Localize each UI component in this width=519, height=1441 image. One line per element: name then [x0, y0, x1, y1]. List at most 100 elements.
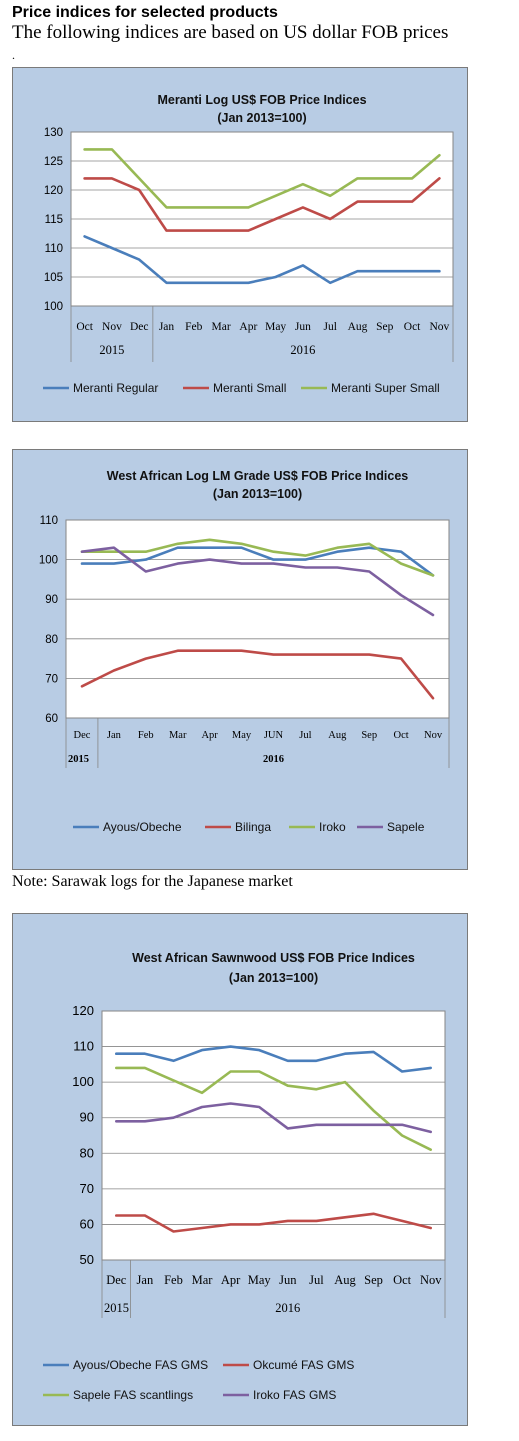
y-tick-label: 105: [44, 272, 63, 284]
x-tick-label: Aug: [328, 730, 347, 741]
x-tick-label: Jan: [137, 1273, 154, 1287]
series-line: [115, 1212, 433, 1233]
y-tick-label: 110: [45, 243, 63, 255]
x-tick-label: Apr: [221, 1273, 241, 1287]
x-tick-label: Dec: [106, 1273, 127, 1287]
year-label: 2015: [99, 343, 124, 357]
y-tick-label: 70: [45, 673, 58, 685]
series-line: [115, 1045, 433, 1073]
west-african-sawnwood-chart: West African Sawnwood US$ FOB Price Indi…: [43, 951, 446, 1402]
x-tick-label: Oct: [76, 321, 93, 333]
legend-label: Meranti Small: [213, 381, 286, 395]
x-tick-label: Jun: [295, 321, 311, 333]
x-tick-label: May: [248, 1273, 272, 1287]
chart-title: West African Sawnwood US$ FOB Price Indi…: [132, 951, 415, 965]
y-tick-label: 70: [80, 1181, 94, 1196]
x-tick-label: Oct: [404, 321, 421, 333]
x-tick-label: Apr: [201, 730, 218, 741]
x-tick-label: May: [232, 730, 252, 741]
x-tick-label: Nov: [420, 1273, 442, 1287]
x-tick-label: Nov: [429, 321, 449, 333]
y-tick-label: 90: [45, 594, 58, 606]
x-tick-label: Mar: [169, 730, 187, 741]
y-tick-label: 120: [72, 1003, 94, 1018]
west-african-sawnwood-chart-panel: West African Sawnwood US$ FOB Price Indi…: [12, 913, 468, 1426]
stray-dot: .: [12, 48, 15, 62]
y-tick-label: 110: [40, 515, 58, 527]
y-tick-label: 100: [44, 301, 63, 313]
y-tick-label: 100: [39, 555, 58, 567]
x-tick-label: Jan: [159, 321, 175, 333]
y-tick-label: 60: [80, 1216, 94, 1231]
x-tick-label: Nov: [424, 730, 443, 741]
y-tick-label: 130: [44, 127, 63, 139]
x-tick-label: Oct: [394, 730, 409, 741]
x-tick-label: Jan: [107, 730, 122, 741]
legend-label: Meranti Regular: [73, 381, 158, 395]
meranti-chart: Meranti Log US$ FOB Price Indices (Jan 20…: [43, 93, 454, 395]
x-tick-label: Nov: [102, 321, 122, 333]
legend-label: Okcumé FAS GMS: [253, 1358, 354, 1372]
legend-label: Sapele FAS scantlings: [73, 1388, 193, 1402]
x-tick-label: Jul: [309, 1273, 324, 1287]
year-label: 2016: [275, 1301, 300, 1315]
y-tick-label: 100: [72, 1074, 94, 1089]
x-tick-label: Dec: [130, 321, 149, 333]
chart-subtitle: (Jan 2013=100): [229, 971, 318, 985]
series-line: [80, 546, 435, 617]
x-tick-label: Dec: [74, 730, 91, 741]
chart-subtitle: (Jan 2013=100): [213, 487, 302, 501]
y-tick-label: 125: [44, 156, 63, 168]
west-african-log-chart-panel: West African Log LM Grade US$ FOB Price …: [12, 449, 468, 870]
year-label: 2016: [290, 343, 315, 357]
y-tick-label: 50: [80, 1252, 94, 1267]
y-tick-label: 80: [45, 634, 58, 646]
y-tick-label: 110: [73, 1039, 94, 1054]
x-tick-label: Jun: [279, 1273, 297, 1287]
x-tick-label: Oct: [393, 1273, 412, 1287]
series-line: [80, 538, 435, 577]
x-tick-label: Mar: [211, 321, 230, 333]
series-line: [83, 148, 441, 209]
legend-label: Iroko: [319, 820, 346, 834]
x-tick-label: Mar: [192, 1273, 214, 1287]
x-tick-label: Feb: [185, 321, 203, 333]
x-tick-label: May: [265, 321, 286, 333]
note-text: Note: Sarawak logs for the Japanese mark…: [12, 873, 293, 890]
y-tick-label: 115: [45, 214, 63, 226]
meranti-chart-panel: Meranti Log US$ FOB Price Indices (Jan 20…: [12, 67, 468, 422]
x-tick-label: Sep: [364, 1273, 383, 1287]
x-tick-label: Aug: [348, 321, 368, 333]
x-tick-label: Sep: [376, 321, 394, 333]
x-tick-label: Sep: [361, 730, 377, 741]
legend-label: Bilinga: [235, 820, 271, 834]
x-tick-label: Jul: [299, 730, 311, 741]
series-line: [83, 177, 441, 232]
legend-label: Ayous/Obeche: [103, 820, 182, 834]
chart-subtitle: (Jan 2013=100): [217, 111, 306, 125]
y-tick-label: 60: [45, 713, 58, 725]
west-african-log-chart: West African Log LM Grade US$ FOB Price …: [39, 469, 450, 834]
series-line: [80, 649, 435, 700]
x-tick-label: Feb: [164, 1273, 183, 1287]
year-label: 2015: [68, 754, 89, 765]
x-tick-label: Apr: [239, 321, 257, 333]
page-heading: Price indices for selected products: [12, 4, 278, 21]
legend-label: Ayous/Obeche FAS GMS: [73, 1358, 208, 1372]
year-label: 2015: [104, 1301, 129, 1315]
y-tick-label: 80: [80, 1145, 94, 1160]
x-tick-label: JUN: [264, 730, 284, 741]
chart-title: Meranti Log US$ FOB Price Indices: [157, 93, 366, 107]
year-label: 2016: [263, 754, 284, 765]
y-tick-label: 90: [80, 1110, 94, 1125]
series-line: [115, 1102, 433, 1134]
x-tick-label: Aug: [334, 1273, 356, 1287]
legend-label: Meranti Super Small: [331, 381, 440, 395]
x-tick-label: Jul: [324, 321, 337, 333]
page-subheading: The following indices are based on US do…: [12, 22, 449, 43]
legend-label: Iroko FAS GMS: [253, 1388, 336, 1402]
legend-label: Sapele: [387, 820, 425, 834]
series-line: [115, 1066, 433, 1151]
series-line: [83, 235, 441, 285]
x-tick-label: Feb: [138, 730, 154, 741]
